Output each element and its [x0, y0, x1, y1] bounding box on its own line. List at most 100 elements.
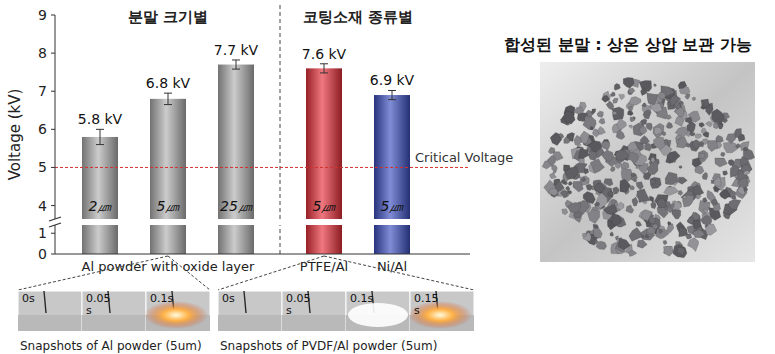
powder-grain [695, 134, 702, 139]
powder-grain [592, 129, 599, 137]
powder-grain [613, 111, 617, 114]
powder-grain [652, 224, 658, 229]
group-separator [280, 5, 281, 254]
powder-grain [636, 165, 639, 169]
y-tick-label: 5 [38, 159, 47, 175]
powder-grain [547, 155, 556, 166]
y-tick-label: 9 [38, 7, 47, 23]
powder-grain [664, 246, 673, 255]
powder-grain [703, 198, 708, 203]
powder-grain [628, 106, 633, 111]
powder-grain [597, 111, 603, 117]
powder-grain [699, 201, 711, 216]
powder-grain [692, 97, 696, 100]
powder-grain [703, 132, 709, 138]
powder-grain [662, 132, 666, 136]
powder-grain [664, 246, 673, 256]
powder-grain [611, 92, 616, 97]
y-tick-label: 4 [38, 198, 47, 214]
bar [306, 68, 342, 254]
y-tick [51, 15, 55, 16]
ignition-flame [408, 301, 472, 329]
frame-background [18, 291, 82, 331]
powder-grain [613, 187, 619, 194]
powder-grain [564, 137, 570, 144]
y-tick [51, 167, 55, 168]
snapshot-caption: Snapshots of PVDF/Al powder (5um) [220, 339, 437, 353]
powder-grain [698, 150, 708, 163]
powder-grain [678, 81, 687, 89]
powder-grain [630, 186, 635, 190]
powder-grain [613, 107, 624, 120]
powder-grain [629, 250, 637, 256]
powder-grain [729, 199, 741, 210]
powder-grain [744, 187, 748, 191]
connector [168, 256, 210, 290]
snapshot-frame: 0.1s [346, 291, 410, 331]
reference-line [55, 167, 470, 168]
powder-grain [728, 159, 734, 165]
powder-grain [641, 210, 651, 221]
frame-time: 0.15s [414, 292, 439, 317]
frame-time-part: 0s [222, 292, 235, 305]
powder-grain [642, 103, 646, 107]
y-tick [51, 91, 55, 92]
y-tick-label: 8 [38, 45, 47, 61]
powder-grain [563, 111, 575, 124]
powder-grain [630, 117, 635, 122]
frame-time-part: s [414, 304, 420, 317]
powder-grain [637, 189, 650, 203]
powder-grain [574, 135, 582, 144]
powder-grain [675, 127, 688, 137]
y-tick-label: 7 [38, 83, 47, 99]
powder-grain [736, 144, 741, 148]
powder-grain [705, 224, 717, 236]
y-tick [51, 205, 55, 206]
powder-grain [583, 192, 595, 204]
frame-time: 0.05s [86, 292, 111, 317]
powder-grain [561, 179, 566, 184]
powder-grain [682, 195, 694, 207]
connector [324, 256, 474, 290]
powder-grain [658, 92, 666, 99]
powder-grain [666, 122, 673, 129]
powder-grain [683, 196, 686, 199]
frame-shade [18, 315, 82, 331]
powder-grain [637, 240, 647, 248]
powder-grain [583, 232, 592, 241]
powder-grain [636, 182, 643, 190]
powder-grain [586, 184, 592, 190]
powder-grain [690, 133, 694, 137]
error-stem [100, 129, 101, 144]
frame-time-part: 0s [22, 292, 35, 305]
powder-grain [566, 186, 570, 191]
snapshot-frame: 0.05s [282, 291, 346, 331]
powder-grain [639, 126, 647, 134]
powder-grain [645, 234, 649, 238]
powder-grain [677, 247, 685, 255]
wire [244, 291, 246, 313]
snapshot-frame: 0.05s [82, 291, 146, 331]
snapshot-frame: 0s [18, 291, 82, 331]
figure: 분말 크기별코팅소재 종류별Critical Voltage5.8 kV2㎛6.… [0, 0, 775, 354]
powder-grain [627, 142, 638, 152]
y-axis-title: Voltage (kV) [6, 89, 24, 181]
powder-grain [564, 167, 578, 180]
frame-time: 0s [222, 292, 235, 305]
powder-grain [699, 153, 705, 158]
powder-grain [594, 183, 605, 193]
powder-grain [738, 178, 749, 188]
powder-grain [707, 190, 716, 201]
powder-grain [601, 150, 614, 162]
powder-grain [632, 197, 638, 206]
powder-grain [629, 228, 643, 242]
powder-grain [568, 191, 572, 195]
powder-grain [620, 179, 631, 193]
category-label: 25㎛ [220, 198, 253, 214]
powder-grain [616, 150, 630, 161]
powder-photo [540, 62, 755, 262]
powder-grain [627, 152, 638, 163]
group-title: 분말 크기별 [128, 8, 208, 26]
powder-grain [723, 171, 728, 176]
connector [218, 256, 324, 290]
